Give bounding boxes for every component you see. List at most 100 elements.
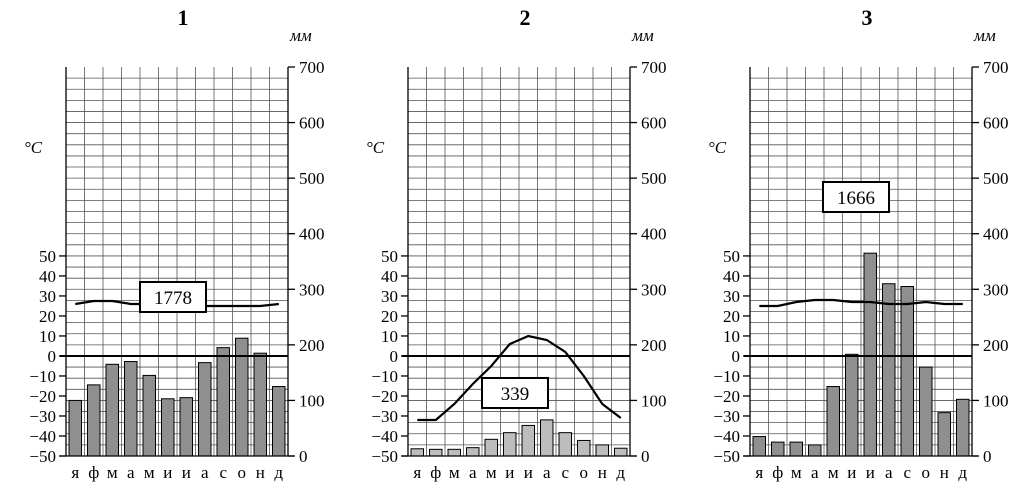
precip-tick-label: 700 bbox=[983, 58, 1009, 77]
precip-bar bbox=[595, 444, 609, 457]
temp-tick-label: −30 bbox=[371, 407, 398, 426]
precip-tick-label: 700 bbox=[641, 58, 667, 77]
precip-bar bbox=[68, 399, 82, 457]
precip-bar bbox=[142, 374, 156, 457]
precip-tick-label: 200 bbox=[641, 336, 667, 355]
month-label: м bbox=[486, 463, 497, 482]
temp-tick-label: 30 bbox=[381, 287, 398, 306]
temp-unit-label: °C bbox=[708, 138, 727, 157]
temp-tick-label: −40 bbox=[371, 427, 398, 446]
temp-tick-label: 10 bbox=[381, 327, 398, 346]
precip-bar bbox=[124, 361, 138, 457]
precip-bar bbox=[521, 424, 535, 457]
month-label: а bbox=[469, 463, 477, 482]
precip-bar bbox=[882, 283, 896, 457]
temp-tick-label: 30 bbox=[39, 287, 56, 306]
temperature-line bbox=[759, 298, 963, 308]
temp-tick-label: 50 bbox=[39, 247, 56, 266]
temp-tick-label: 50 bbox=[723, 247, 740, 266]
precip-unit-label: мм bbox=[631, 26, 654, 45]
precip-tick-label: 200 bbox=[983, 336, 1009, 355]
temp-tick-label: 20 bbox=[39, 307, 56, 326]
temp-tick-label: −40 bbox=[713, 427, 740, 446]
precip-bar bbox=[826, 386, 840, 457]
chart-title: 1 bbox=[178, 5, 189, 30]
annual-total-label: 339 bbox=[501, 384, 530, 405]
precip-bar bbox=[179, 397, 193, 457]
chart-title: 2 bbox=[520, 5, 531, 30]
month-label: м bbox=[449, 463, 460, 482]
precip-bar bbox=[466, 447, 480, 457]
month-label: и bbox=[182, 463, 191, 482]
temp-tick-label: 30 bbox=[723, 287, 740, 306]
precip-bar bbox=[845, 353, 859, 457]
temp-tick-label: −10 bbox=[371, 367, 398, 386]
month-label: н bbox=[256, 463, 265, 482]
precip-bar bbox=[253, 352, 267, 457]
month-label: д bbox=[958, 463, 967, 482]
temp-tick-label: −20 bbox=[713, 387, 740, 406]
temp-tick-label: 40 bbox=[381, 267, 398, 286]
climatogram-2: 50403020100−10−20−30−40−5070060050040030… bbox=[366, 5, 667, 482]
precip-tick-label: 400 bbox=[299, 225, 325, 244]
precip-bar bbox=[900, 286, 914, 457]
temp-tick-label: −10 bbox=[29, 367, 56, 386]
temp-tick-label: 10 bbox=[723, 327, 740, 346]
precip-bar bbox=[771, 441, 785, 457]
temp-tick-label: −30 bbox=[713, 407, 740, 426]
temp-tick-label: −30 bbox=[29, 407, 56, 426]
precip-bar bbox=[410, 448, 424, 457]
month-label: н bbox=[598, 463, 607, 482]
month-label: я bbox=[71, 463, 79, 482]
precip-tick-label: 200 bbox=[299, 336, 325, 355]
precip-tick-label: 600 bbox=[641, 114, 667, 133]
temp-tick-label: −50 bbox=[29, 447, 56, 466]
precip-tick-label: 700 bbox=[299, 58, 325, 77]
precip-tick-label: 300 bbox=[641, 280, 667, 299]
precip-bar bbox=[272, 386, 286, 457]
month-label: а bbox=[127, 463, 135, 482]
precip-bar bbox=[540, 419, 554, 457]
precip-bar bbox=[789, 441, 803, 457]
month-label: д bbox=[616, 463, 625, 482]
month-label: а bbox=[811, 463, 819, 482]
temp-tick-label: 0 bbox=[48, 347, 57, 366]
precip-bar bbox=[614, 447, 628, 457]
precip-bar bbox=[484, 438, 498, 457]
month-label: и bbox=[866, 463, 875, 482]
annual-total-box bbox=[139, 281, 207, 313]
precip-tick-label: 600 bbox=[983, 114, 1009, 133]
temp-tick-label: −50 bbox=[371, 447, 398, 466]
chart-title: 3 bbox=[862, 5, 873, 30]
annual-total-label: 1666 bbox=[837, 188, 875, 209]
month-label: и bbox=[505, 463, 514, 482]
climatogram-3: 50403020100−10−20−30−40−5070060050040030… bbox=[708, 5, 1009, 482]
precip-tick-label: 400 bbox=[641, 225, 667, 244]
precip-tick-label: 600 bbox=[299, 114, 325, 133]
temp-tick-label: 20 bbox=[381, 307, 398, 326]
precip-bar bbox=[105, 363, 119, 457]
month-label: ф bbox=[772, 463, 783, 482]
annual-total-label: 1778 bbox=[154, 288, 192, 309]
precip-bar bbox=[429, 448, 443, 457]
precip-bar bbox=[447, 448, 461, 457]
temp-tick-label: 40 bbox=[39, 267, 56, 286]
temp-tick-label: −20 bbox=[29, 387, 56, 406]
precip-bar bbox=[161, 398, 175, 457]
precip-bar bbox=[956, 398, 970, 457]
month-label: а bbox=[201, 463, 209, 482]
month-label: и bbox=[163, 463, 172, 482]
climatogram-1: 50403020100−10−20−30−40−5070060050040030… bbox=[24, 5, 325, 482]
temp-tick-label: 0 bbox=[732, 347, 741, 366]
precip-tick-label: 500 bbox=[299, 169, 325, 188]
month-label: м bbox=[107, 463, 118, 482]
temp-tick-label: −50 bbox=[713, 447, 740, 466]
month-label: ф bbox=[430, 463, 441, 482]
month-label: с bbox=[561, 463, 569, 482]
precip-bar bbox=[558, 432, 572, 457]
month-label: ф bbox=[88, 463, 99, 482]
month-label: м bbox=[828, 463, 839, 482]
temperature-line bbox=[417, 334, 622, 422]
precip-unit-label: мм bbox=[289, 26, 312, 45]
